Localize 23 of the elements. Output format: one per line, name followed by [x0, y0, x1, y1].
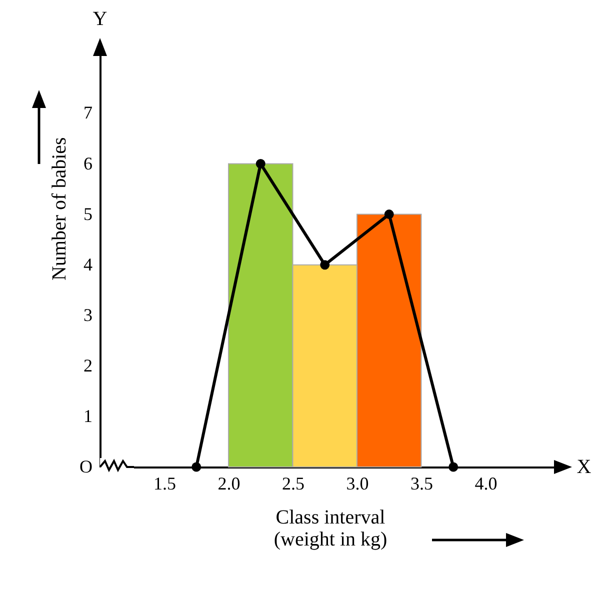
x-axis-title: Class interval (weight in kg): [274, 506, 388, 550]
point: [192, 462, 202, 472]
point: [320, 260, 330, 270]
x-tick-label: 1.5: [153, 474, 176, 494]
x-tick-label: 3.0: [346, 474, 369, 494]
point: [384, 210, 394, 220]
x-tick-label: 2.5: [282, 474, 304, 494]
x-tick-label: 4.0: [474, 474, 498, 494]
y-tick-label: 6: [84, 153, 92, 174]
y-axis-title: Number of babies: [48, 136, 70, 280]
point: [256, 159, 266, 168]
x-tick-label: 3.5: [410, 474, 433, 494]
point: [448, 462, 458, 472]
y-tick-label: 3: [84, 304, 92, 325]
y-tick-label: 5: [84, 204, 92, 224]
y-tick-label: 2: [84, 355, 92, 376]
x-tick-label: 2.0: [218, 474, 240, 494]
text: Y: [92, 8, 108, 30]
y-tick-label: 1: [84, 406, 92, 426]
y-tick-label: 4: [84, 254, 92, 274]
y-tick-label: 7: [84, 102, 92, 123]
text: X: [576, 456, 592, 478]
y-tick-label: O: [80, 456, 92, 476]
